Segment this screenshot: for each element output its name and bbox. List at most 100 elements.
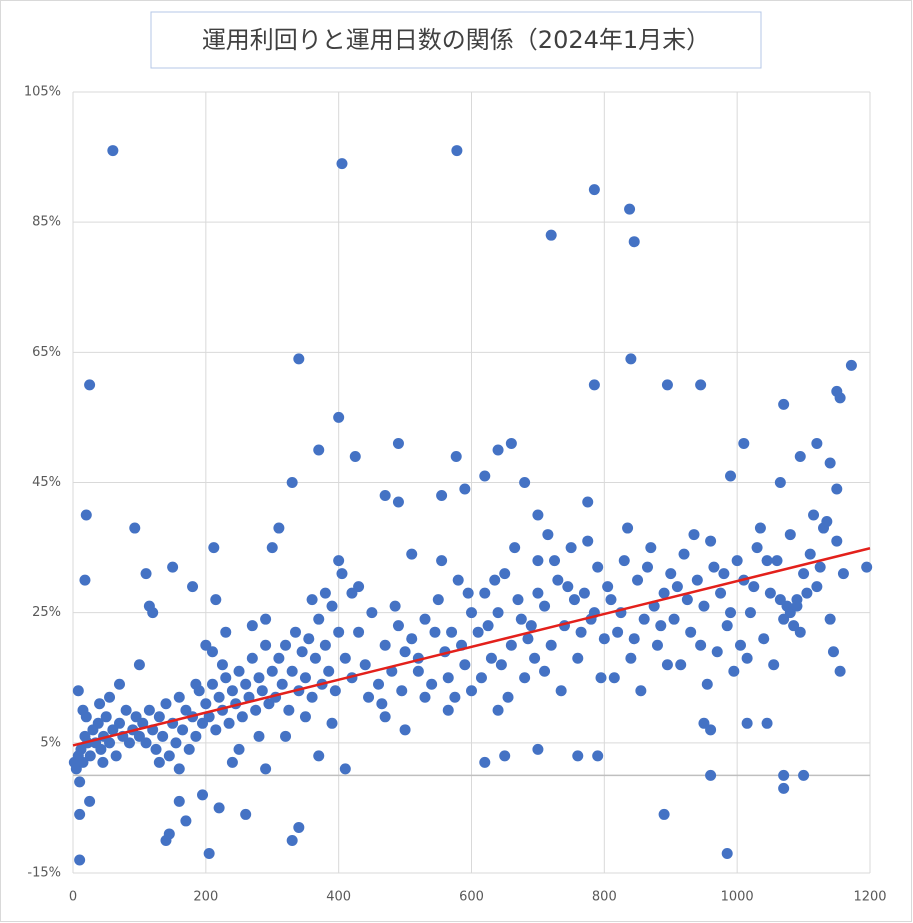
point xyxy=(565,542,577,554)
point xyxy=(764,587,776,599)
point xyxy=(824,457,836,469)
point xyxy=(492,444,504,456)
point xyxy=(203,711,215,723)
point xyxy=(173,795,185,807)
point xyxy=(137,717,149,729)
point xyxy=(748,581,760,593)
point xyxy=(283,704,295,716)
point xyxy=(280,639,292,651)
point xyxy=(725,607,737,619)
point xyxy=(167,561,179,573)
x-tick-label: 800 xyxy=(592,890,617,905)
point xyxy=(376,698,388,710)
point xyxy=(329,685,341,697)
point xyxy=(624,203,636,215)
point xyxy=(79,574,91,586)
point xyxy=(326,600,338,612)
point xyxy=(170,737,182,749)
point xyxy=(695,379,707,391)
title-box xyxy=(150,11,762,69)
point xyxy=(814,561,826,573)
point xyxy=(532,509,544,521)
point xyxy=(273,652,285,664)
point xyxy=(505,437,517,449)
point xyxy=(203,847,215,859)
point xyxy=(691,574,703,586)
point xyxy=(479,470,491,482)
point xyxy=(834,665,846,677)
point xyxy=(698,600,710,612)
point xyxy=(180,815,192,827)
point xyxy=(303,633,315,645)
point xyxy=(598,633,610,645)
point xyxy=(754,522,766,534)
point xyxy=(77,704,89,716)
point xyxy=(333,626,345,638)
point xyxy=(582,496,594,508)
point xyxy=(220,672,232,684)
point xyxy=(798,568,810,580)
point xyxy=(678,548,690,560)
point xyxy=(459,659,471,671)
point xyxy=(475,672,487,684)
point xyxy=(399,646,411,658)
point xyxy=(323,665,335,677)
point xyxy=(266,542,278,554)
point xyxy=(685,626,697,638)
point xyxy=(286,834,298,846)
point xyxy=(572,750,584,762)
trend-line xyxy=(72,547,871,747)
point xyxy=(778,782,790,794)
x-tick-label: 0 xyxy=(69,890,77,905)
point xyxy=(333,555,345,567)
grid: -15% 5% 25% 45% 65% 85% 105% 0 200 400 600 800 1000 1… xyxy=(24,85,887,905)
point xyxy=(539,665,551,677)
point xyxy=(153,756,165,768)
point xyxy=(250,704,262,716)
point xyxy=(187,581,199,593)
point xyxy=(77,756,89,768)
point xyxy=(94,698,106,710)
point xyxy=(123,737,135,749)
point xyxy=(240,678,252,690)
point xyxy=(738,437,750,449)
point xyxy=(651,639,663,651)
point xyxy=(784,529,796,541)
point xyxy=(336,158,348,170)
point xyxy=(183,743,195,755)
point xyxy=(725,470,737,482)
y-tick-label: 25% xyxy=(32,605,61,620)
point xyxy=(761,717,773,729)
point xyxy=(768,659,780,671)
point xyxy=(575,626,587,638)
point xyxy=(396,685,408,697)
point xyxy=(286,477,298,488)
point xyxy=(392,496,404,508)
point xyxy=(419,691,431,703)
point xyxy=(519,477,531,488)
point xyxy=(801,587,813,599)
point xyxy=(774,477,786,488)
point xyxy=(140,737,152,749)
point xyxy=(299,672,311,684)
point xyxy=(147,607,159,619)
point xyxy=(628,633,640,645)
point xyxy=(821,516,833,528)
point xyxy=(286,665,298,677)
point xyxy=(289,626,301,638)
point xyxy=(661,659,673,671)
point xyxy=(466,607,477,619)
point xyxy=(260,613,272,625)
point xyxy=(429,626,441,638)
point xyxy=(163,750,175,762)
point xyxy=(442,704,454,716)
point xyxy=(389,600,401,612)
point xyxy=(671,581,683,593)
point xyxy=(642,561,654,573)
point xyxy=(190,730,202,742)
point xyxy=(741,717,753,729)
point xyxy=(296,646,308,658)
point xyxy=(552,574,564,586)
point xyxy=(509,542,521,554)
